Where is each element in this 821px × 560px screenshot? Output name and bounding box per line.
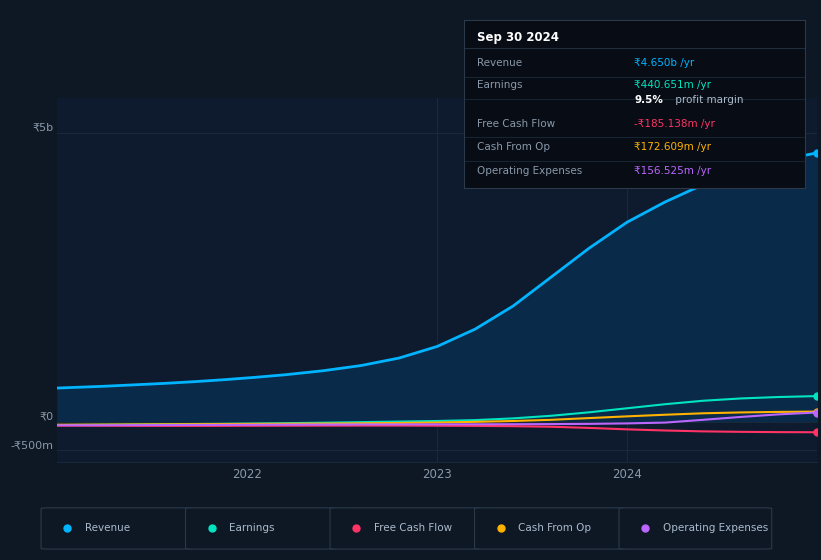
Text: Sep 30 2024: Sep 30 2024	[478, 31, 559, 44]
FancyBboxPatch shape	[330, 508, 483, 549]
Text: Operating Expenses: Operating Expenses	[478, 166, 583, 176]
Text: Cash From Op: Cash From Op	[478, 142, 551, 152]
Text: ₹4.650b /yr: ₹4.650b /yr	[635, 58, 695, 68]
Text: ₹440.651m /yr: ₹440.651m /yr	[635, 80, 711, 90]
Text: Free Cash Flow: Free Cash Flow	[374, 524, 452, 534]
FancyBboxPatch shape	[475, 508, 627, 549]
Text: 9.5%: 9.5%	[635, 95, 663, 105]
Text: profit margin: profit margin	[672, 95, 743, 105]
Text: ₹172.609m /yr: ₹172.609m /yr	[635, 142, 711, 152]
FancyBboxPatch shape	[619, 508, 772, 549]
Text: Operating Expenses: Operating Expenses	[663, 524, 768, 534]
Text: Earnings: Earnings	[229, 524, 274, 534]
Text: Free Cash Flow: Free Cash Flow	[478, 119, 556, 129]
Text: Earnings: Earnings	[478, 80, 523, 90]
Text: Cash From Op: Cash From Op	[518, 524, 591, 534]
FancyBboxPatch shape	[186, 508, 338, 549]
Text: ₹156.525m /yr: ₹156.525m /yr	[635, 166, 711, 176]
Text: ₹5b: ₹5b	[33, 123, 53, 133]
Text: -₹185.138m /yr: -₹185.138m /yr	[635, 119, 715, 129]
Text: Revenue: Revenue	[478, 58, 523, 68]
FancyBboxPatch shape	[41, 508, 194, 549]
Text: Revenue: Revenue	[85, 524, 130, 534]
Text: ₹0: ₹0	[39, 412, 53, 422]
Text: -₹500m: -₹500m	[11, 441, 53, 450]
